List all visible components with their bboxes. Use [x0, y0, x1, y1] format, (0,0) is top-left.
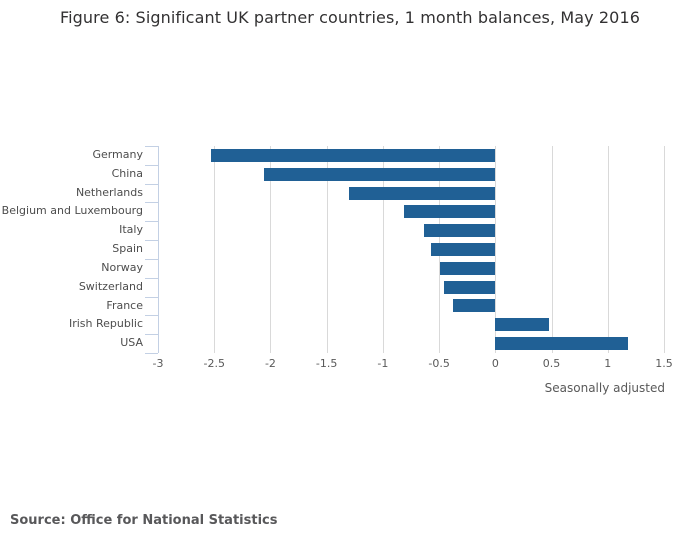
category-label: Belgium and Luxembourg	[1, 204, 143, 218]
y-axis-tick	[145, 184, 158, 185]
bar[interactable]	[495, 318, 550, 332]
plot-area	[145, 146, 665, 354]
x-axis-label: Seasonally adjusted	[544, 381, 665, 395]
bar[interactable]	[349, 186, 496, 200]
y-axis-tick	[145, 221, 158, 222]
bar[interactable]	[443, 280, 496, 294]
bar[interactable]	[452, 299, 496, 313]
category-label: Spain	[112, 242, 143, 256]
category-label: Irish Republic	[68, 317, 143, 331]
x-tick-label: -1	[377, 357, 389, 370]
category-label: Germany	[92, 148, 143, 161]
y-axis-tick	[145, 315, 158, 316]
y-axis-tick	[145, 240, 158, 241]
bar[interactable]	[495, 337, 628, 351]
gridline	[382, 146, 384, 353]
bar[interactable]	[263, 167, 496, 181]
category-label: Italy	[119, 223, 143, 237]
category-label: France	[106, 298, 143, 312]
bar[interactable]	[424, 224, 496, 238]
gridline	[551, 146, 553, 353]
y-axis-tick	[145, 259, 158, 260]
y-axis-tick	[145, 146, 158, 147]
source-text: Source: Office for National Statistics	[10, 513, 278, 528]
chart-title: Figure 6: Significant UK partner countri…	[59, 8, 641, 27]
category-label: Norway	[101, 260, 143, 274]
x-tick-label: -2.5	[203, 357, 225, 370]
gridline	[214, 146, 216, 353]
gridline	[664, 146, 665, 353]
y-axis-tick	[145, 165, 158, 166]
y-axis-tick	[145, 297, 158, 298]
bar[interactable]	[440, 261, 496, 275]
x-tick-label: 1	[604, 357, 612, 370]
y-axis-tick	[145, 334, 158, 335]
gridline	[607, 146, 609, 353]
x-tick-label: -3	[152, 357, 164, 370]
y-axis-tick	[145, 353, 158, 354]
x-tick-label: 0	[491, 357, 499, 370]
y-axis-tick	[145, 278, 158, 279]
y-axis-tick	[145, 202, 158, 203]
gridline	[326, 146, 328, 353]
gridline	[270, 146, 272, 353]
x-tick-label: -0.5	[428, 357, 450, 370]
x-tick-label: 0.5	[542, 357, 561, 370]
category-label: China	[111, 166, 143, 180]
x-tick-label: 1.5	[655, 357, 673, 370]
x-tick-label: -2	[264, 357, 276, 370]
y-axis-line	[158, 146, 159, 353]
gridline	[495, 146, 497, 353]
category-label: Switzerland	[78, 279, 143, 293]
bar[interactable]	[210, 148, 496, 162]
category-label: USA	[120, 336, 143, 350]
x-tick-label: -1.5	[315, 357, 338, 370]
bar[interactable]	[431, 243, 496, 256]
category-label: Netherlands	[75, 185, 143, 199]
bar[interactable]	[404, 205, 496, 219]
